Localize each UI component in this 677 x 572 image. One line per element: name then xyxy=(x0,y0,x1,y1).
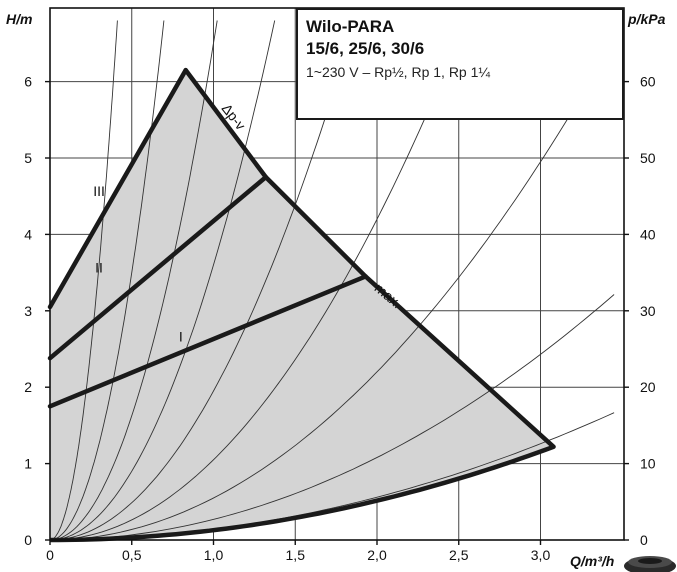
x-tick-label: 0 xyxy=(46,547,54,563)
series-line xyxy=(363,274,556,450)
x-tick-label: 1,0 xyxy=(204,547,224,563)
y2-axis-title: p/kPa xyxy=(627,11,666,27)
system-curve-thick xyxy=(50,444,555,543)
y2-tick-label: 20 xyxy=(640,379,656,395)
y2-tick-label: 30 xyxy=(640,303,656,319)
curve-annotation: I xyxy=(179,328,183,344)
product-spec: 1~230 V – Rp½, Rp 1, Rp 1¼ xyxy=(306,64,491,80)
y2-tick-label: 0 xyxy=(640,532,648,548)
product-name: Wilo-PARA xyxy=(306,17,395,36)
series-line xyxy=(47,274,368,409)
y-tick-label: 6 xyxy=(24,74,32,90)
series-line xyxy=(47,67,188,310)
curve-annotation: II xyxy=(95,260,103,276)
product-info-box: Wilo-PARA 15/6, 25/6, 30/6 1~230 V – Rp½… xyxy=(296,8,624,120)
system-curve-line xyxy=(49,20,356,541)
x-tick-label: 0,5 xyxy=(122,547,142,563)
y2-tick-label: 10 xyxy=(640,456,656,472)
y2-tick-label: 40 xyxy=(640,226,656,242)
y-tick-label: 1 xyxy=(24,456,32,472)
y-tick-label: 0 xyxy=(24,532,32,548)
system-curve-line xyxy=(49,20,276,541)
y-tick-label: 5 xyxy=(24,150,32,166)
x-tick-label: 1,5 xyxy=(286,547,306,563)
series-line xyxy=(47,174,269,361)
curve-annotation: III xyxy=(93,183,105,199)
y-tick-label: 2 xyxy=(24,379,32,395)
y2-tick-label: 50 xyxy=(640,150,656,166)
system-curve-line xyxy=(49,20,218,541)
pump-thumbnail-image xyxy=(624,556,676,572)
y-tick-label: 3 xyxy=(24,303,32,319)
x-tick-label: 2,5 xyxy=(449,547,469,563)
system-curve-line xyxy=(50,294,615,541)
x-tick-label: 2,0 xyxy=(367,547,387,563)
x-tick-label: 3,0 xyxy=(531,547,551,563)
system-curve-line xyxy=(49,20,118,541)
product-models: 15/6, 25/6, 30/6 xyxy=(306,39,425,58)
y-axis-title: H/m xyxy=(6,11,32,27)
y-tick-label: 4 xyxy=(24,226,32,242)
series-lines xyxy=(47,67,556,543)
system-curve-line xyxy=(49,20,467,541)
y2-tick-label: 60 xyxy=(640,74,656,90)
system-curve-line xyxy=(49,39,615,541)
x-axis-title: Q/m³/h xyxy=(570,553,614,569)
system-curve-line xyxy=(49,20,165,541)
series-line xyxy=(183,67,368,279)
